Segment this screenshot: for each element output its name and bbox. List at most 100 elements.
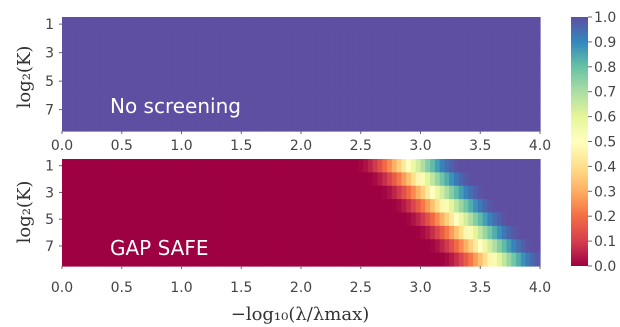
heatmap-cell	[195, 239, 202, 254]
heatmap-cell	[124, 102, 130, 118]
heatmap-cell	[415, 252, 422, 267]
heatmap-cell	[100, 159, 106, 173]
heatmap-cell	[372, 45, 379, 61]
x-tick-label: 1.0	[170, 138, 192, 154]
heatmap-cell	[181, 252, 187, 267]
heatmap-cell	[243, 199, 250, 214]
heatmap-cell	[377, 74, 383, 89]
heatmap-cell	[463, 74, 469, 89]
heatmap-cell	[511, 88, 517, 104]
heatmap-cell	[329, 59, 336, 75]
heatmap-cell	[62, 185, 68, 200]
heatmap-cell	[248, 159, 254, 173]
heatmap-cell	[66, 45, 73, 61]
heatmap-cell	[477, 159, 484, 173]
heatmap-cell	[128, 185, 135, 200]
heatmap-cell	[191, 239, 197, 254]
heatmap-cell	[171, 17, 178, 32]
heatmap-cell	[138, 31, 144, 47]
heatmap-cell	[434, 59, 441, 75]
heatmap-cell	[248, 59, 254, 75]
heatmap-cell	[458, 225, 465, 240]
heatmap-cell	[119, 172, 125, 187]
heatmap-cell	[387, 59, 393, 75]
heatmap-cell	[167, 252, 173, 267]
x-tick-label: 3.5	[469, 138, 491, 154]
heatmap-cell	[425, 88, 431, 104]
heatmap-cell	[124, 17, 130, 32]
heatmap-cell	[382, 212, 388, 227]
heatmap-cell	[520, 17, 527, 32]
heatmap-cell	[444, 17, 450, 32]
heatmap-cell	[358, 74, 364, 89]
heatmap-cell	[267, 45, 273, 61]
heatmap-cell	[181, 74, 187, 89]
heatmap-cell	[363, 185, 369, 200]
heatmap-cell	[186, 59, 192, 75]
heatmap-cell	[401, 116, 407, 132]
heatmap-cell	[501, 212, 508, 227]
heatmap-cell	[119, 185, 125, 200]
heatmap-cell	[281, 17, 288, 32]
heatmap-cell	[434, 31, 441, 47]
heatmap-cell	[477, 252, 484, 267]
heatmap-cell	[458, 172, 465, 187]
heatmap-cell	[224, 102, 230, 118]
heatmap-cell	[496, 59, 503, 75]
heatmap-cell	[90, 185, 97, 200]
heatmap-cell	[410, 116, 417, 132]
heatmap-cell	[324, 88, 331, 104]
heatmap-cell	[387, 185, 393, 200]
heatmap-cell	[133, 74, 140, 89]
heatmap-cell	[200, 88, 206, 104]
heatmap-cell	[62, 74, 68, 89]
heatmap-cell	[396, 31, 402, 47]
heatmap-cell	[234, 225, 240, 240]
heatmap-cell	[415, 88, 422, 104]
heatmap-cell	[171, 225, 178, 240]
heatmap-cell	[449, 172, 455, 187]
heatmap-cell	[396, 212, 402, 227]
heatmap-cell	[377, 59, 383, 75]
heatmap-cell	[224, 159, 230, 173]
heatmap-cell	[420, 225, 426, 240]
heatmap-cell	[506, 172, 512, 187]
heatmap-cell	[468, 225, 474, 240]
heatmap-cell	[372, 185, 379, 200]
heatmap-cell	[171, 88, 178, 104]
heatmap-cell	[95, 31, 101, 47]
heatmap-cell	[305, 239, 312, 254]
heatmap-cell	[138, 252, 144, 267]
heatmap-cell	[124, 116, 130, 132]
heatmap-cell	[229, 212, 235, 227]
heatmap-cell	[410, 239, 417, 254]
heatmap-cell	[344, 59, 350, 75]
heatmap-cell	[85, 17, 92, 32]
heatmap-cell	[191, 116, 197, 132]
heatmap-cell	[496, 159, 503, 173]
heatmap-cell	[90, 17, 97, 32]
heatmap-cell	[253, 45, 259, 61]
heatmap-cell	[234, 74, 240, 89]
heatmap-cell	[353, 159, 359, 173]
heatmap-cell	[315, 199, 321, 214]
heatmap-cell	[430, 199, 436, 214]
heatmap-cell	[501, 17, 508, 32]
heatmap-cell	[191, 159, 197, 173]
heatmap-cell	[128, 225, 135, 240]
heatmap-cell	[248, 45, 254, 61]
heatmap-cell	[291, 225, 297, 240]
heatmap-cell	[148, 225, 154, 240]
heatmap-cell	[162, 172, 168, 187]
heatmap-cell	[372, 102, 379, 118]
heatmap-cell	[329, 116, 336, 132]
heatmap-cell	[200, 185, 206, 200]
heatmap-cell	[277, 74, 283, 89]
heatmap-cell	[85, 59, 92, 75]
heatmap-cell	[324, 212, 331, 227]
heatmap-cell	[205, 239, 211, 254]
heatmap-cell	[234, 102, 240, 118]
heatmap-cell	[301, 172, 307, 187]
heatmap-cell	[439, 88, 445, 104]
heatmap-cell	[296, 225, 302, 240]
